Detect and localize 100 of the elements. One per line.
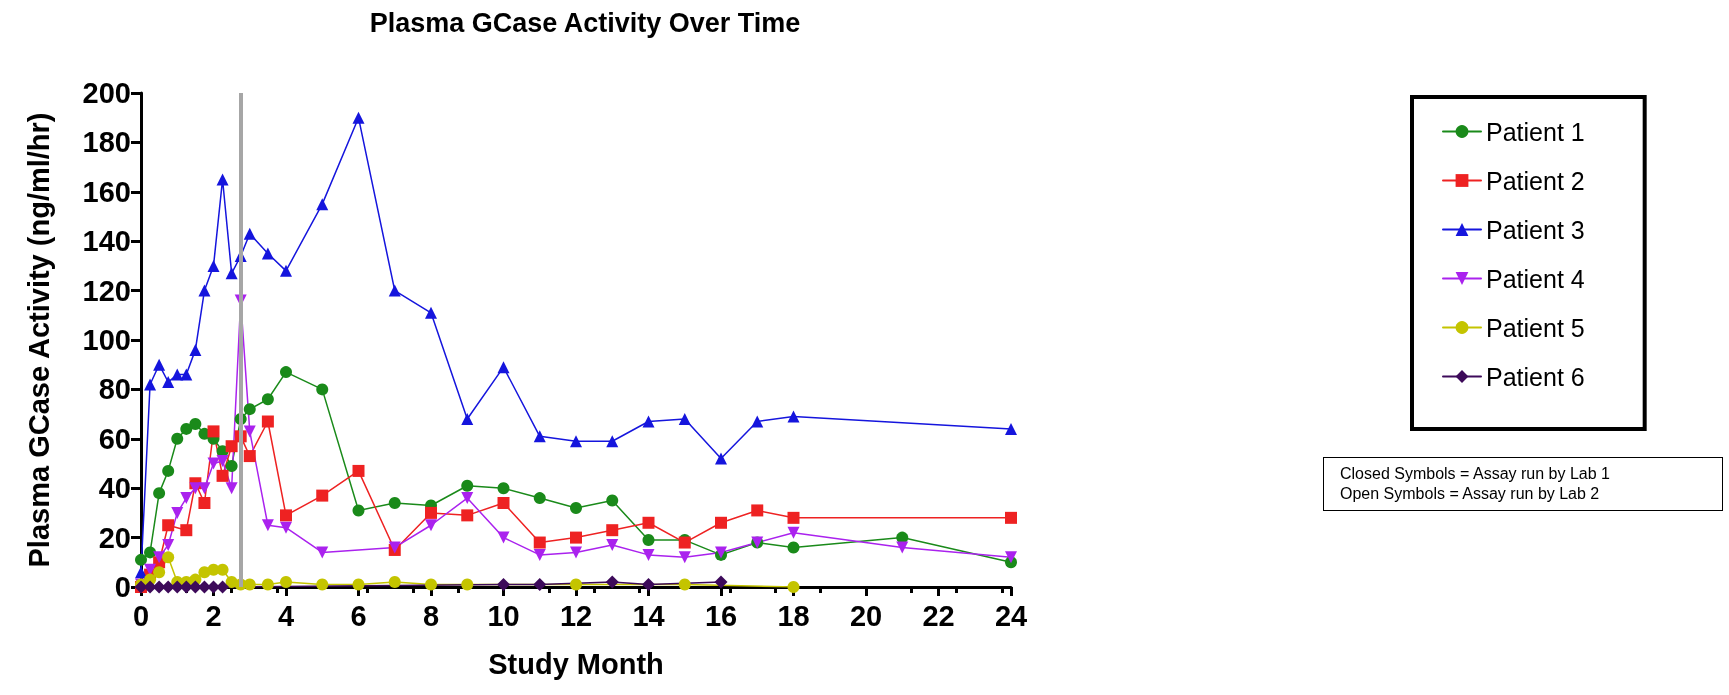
point	[570, 546, 582, 559]
point	[198, 497, 211, 510]
x-tick-label: 20	[849, 599, 883, 632]
point	[144, 378, 157, 391]
point	[787, 511, 800, 524]
x-tick-label: 12	[559, 599, 593, 632]
point	[243, 403, 256, 416]
point	[171, 506, 184, 519]
legend-label: Patient 6	[1486, 362, 1585, 391]
point	[570, 435, 582, 448]
x-tick-label: 16	[704, 599, 738, 632]
x-tick-label: 14	[632, 599, 665, 632]
point	[497, 497, 510, 510]
point	[461, 479, 474, 492]
point	[135, 553, 147, 566]
point	[189, 343, 202, 356]
point	[280, 509, 292, 522]
point	[533, 578, 547, 592]
x-tick-label: 24	[994, 599, 1028, 632]
point	[787, 541, 800, 554]
x-tick-label: 18	[777, 599, 810, 632]
x-tick-label: 22	[922, 599, 955, 632]
point	[171, 432, 184, 445]
point	[678, 413, 691, 426]
point	[352, 111, 365, 124]
point	[261, 519, 274, 532]
y-tick-label: 60	[98, 422, 131, 455]
point	[180, 422, 193, 435]
point	[171, 368, 184, 381]
point	[180, 368, 193, 381]
point	[243, 425, 256, 438]
point	[162, 375, 175, 388]
x-tick-label: 8	[422, 599, 440, 632]
point	[1005, 511, 1017, 524]
point	[261, 393, 274, 406]
legend-label: Patient 5	[1486, 313, 1585, 342]
x-tick-label: 4	[277, 599, 295, 632]
point	[225, 440, 238, 453]
point	[316, 489, 329, 502]
point	[352, 464, 365, 477]
x-tick-label: 2	[205, 599, 222, 632]
point	[180, 524, 193, 537]
point	[570, 578, 582, 591]
point	[216, 580, 230, 594]
point	[570, 501, 582, 514]
legend-label: Patient 4	[1486, 264, 1585, 293]
point	[1005, 551, 1017, 564]
point	[533, 548, 546, 561]
point	[352, 504, 365, 517]
point	[714, 575, 728, 589]
y-tick-label: 180	[82, 126, 131, 159]
point	[497, 361, 510, 374]
x-axis-title: Study Month	[488, 647, 664, 680]
point	[243, 450, 256, 463]
point	[207, 457, 220, 470]
point	[388, 576, 401, 589]
point	[135, 566, 147, 579]
point	[678, 551, 691, 564]
point	[642, 548, 655, 561]
point	[787, 526, 800, 539]
point	[425, 519, 437, 532]
x-tick-label: 6	[350, 599, 367, 632]
y-tick-label: 200	[82, 77, 131, 109]
point	[153, 551, 166, 564]
point	[533, 492, 546, 505]
point	[642, 516, 655, 529]
point	[316, 198, 329, 211]
point	[198, 284, 211, 297]
point	[461, 492, 474, 505]
point	[606, 494, 619, 507]
point	[570, 531, 582, 544]
point	[216, 469, 229, 482]
point	[316, 383, 329, 396]
point	[144, 546, 157, 559]
point	[153, 487, 166, 500]
point	[425, 578, 437, 591]
y-axis-title: Plasma GCase Activity (ng/ml/hr)	[22, 112, 55, 568]
point	[1005, 422, 1017, 435]
point	[533, 536, 546, 549]
point	[207, 259, 220, 272]
point	[261, 578, 274, 591]
point	[225, 267, 238, 280]
point	[162, 519, 175, 532]
point	[497, 578, 510, 592]
y-tick-label: 80	[98, 373, 131, 406]
text: Open Symbols = Assay run by Lab 2	[1340, 484, 1601, 504]
text: Closed Symbols = Assay run by Lab 1	[1340, 464, 1611, 484]
y-tick-label: 20	[98, 521, 131, 554]
point	[461, 509, 474, 522]
point	[280, 576, 292, 589]
point	[425, 506, 437, 519]
point	[162, 464, 175, 477]
point	[352, 578, 365, 591]
point	[180, 492, 193, 505]
point	[388, 497, 401, 510]
y-tick-label: 120	[82, 274, 131, 307]
point	[751, 504, 764, 517]
point	[461, 578, 474, 591]
point	[606, 524, 619, 537]
point	[216, 173, 229, 186]
